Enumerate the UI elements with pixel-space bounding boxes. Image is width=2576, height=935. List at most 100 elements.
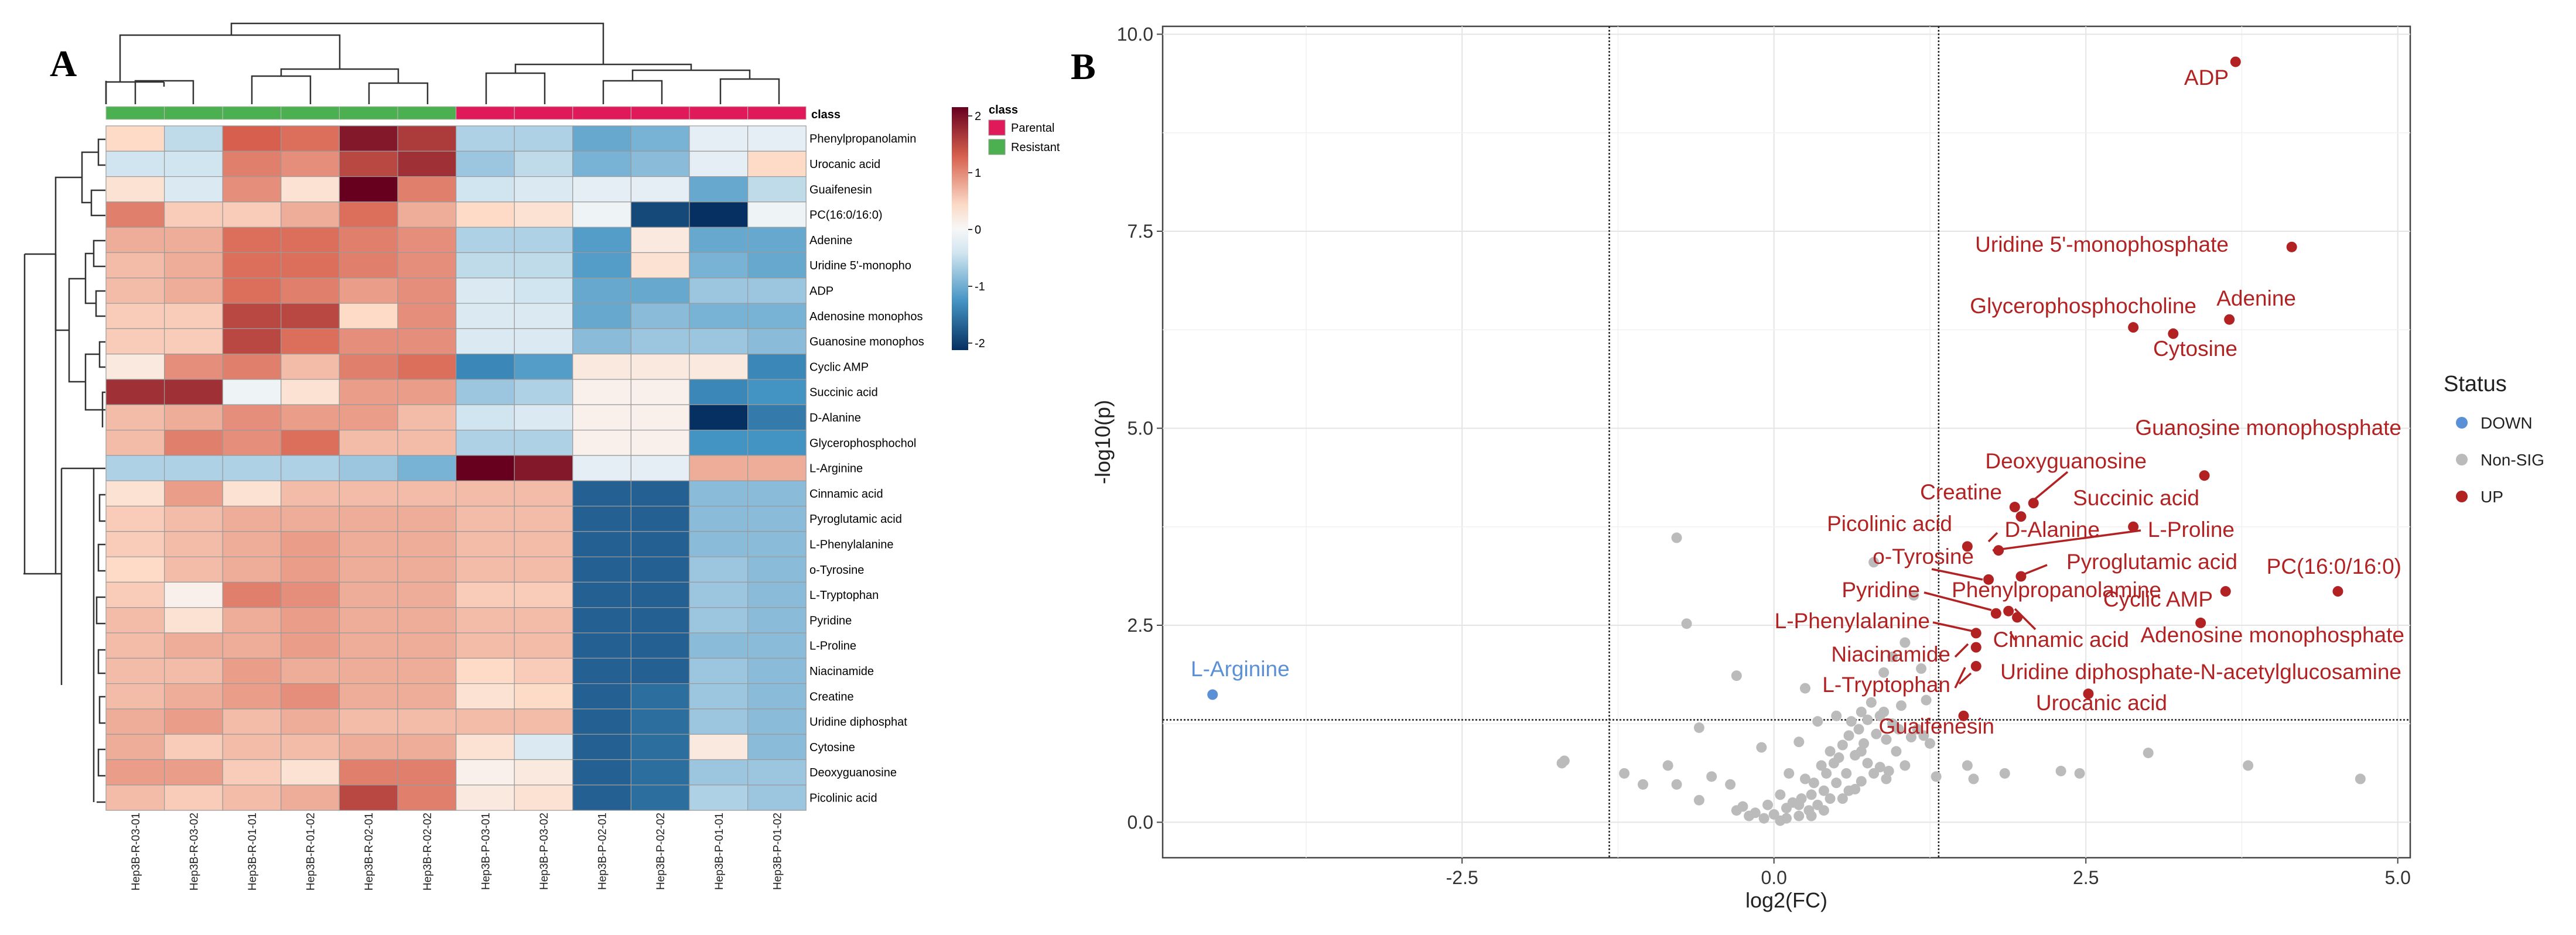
heatmap-cell [105, 354, 165, 380]
point-non-sig [1737, 801, 1748, 812]
leader-cinnamic-acid [2009, 632, 2016, 641]
point-non-sig [1924, 738, 1935, 749]
heatmap-cell [339, 379, 398, 405]
heatmap-cell [281, 480, 340, 507]
label-l-phenylalanine: L-Phenylalanine [1775, 609, 1930, 633]
point-uridine-5-monophosphate [2286, 241, 2297, 252]
y-tick-label: 10.0 [1117, 23, 1153, 44]
row-label-adp: ADP [809, 285, 833, 297]
heatmap-cell [397, 201, 457, 228]
heatmap-cell [514, 657, 573, 684]
heatmap-cell [514, 201, 573, 228]
heatmap-cell [689, 278, 749, 304]
heatmap-cell [105, 379, 165, 405]
point-non-sig [1874, 762, 1885, 773]
point-non-sig [1908, 590, 1919, 601]
label-l-arginine: L-Arginine [1191, 657, 1290, 681]
heatmap-cell [397, 531, 457, 557]
point-non-sig [1866, 697, 1877, 708]
point-non-sig [1693, 794, 1704, 806]
point-glycerophosphocholine [2128, 322, 2139, 333]
heatmap-cell [397, 328, 457, 355]
heatmap-cell [222, 785, 282, 811]
heatmap-cell [105, 227, 165, 254]
heatmap-cell [164, 607, 223, 633]
label-phenylpropanolamine: Phenylpropanolamine [1952, 578, 2161, 602]
column-label-hep3b-p-02-01: Hep3B-P-02-01 [597, 813, 609, 890]
heatmap-cell [397, 708, 457, 735]
heatmap-cell [747, 505, 807, 532]
heatmap-cell [105, 176, 165, 203]
heatmap-cell [397, 429, 457, 456]
heatmap-cell [105, 150, 165, 177]
point-non-sig [2055, 765, 2066, 776]
point-non-sig [1756, 742, 1767, 753]
heatmap-cell [105, 556, 165, 583]
label-uridine-diphosphate-n-acetylglucosamine: Uridine diphosphate-N-acetylglucosamine [2000, 660, 2401, 684]
legend-label-non-sig: Non-SIG [2481, 451, 2544, 469]
heatmap-cell [747, 379, 807, 405]
heatmap-cell [105, 480, 165, 507]
point-guanosine-monophosphate [2199, 470, 2210, 481]
leader-l-proline [1992, 529, 2141, 552]
label-cinnamic-acid: Cinnamic acid [1993, 628, 2129, 652]
heatmap-cell [339, 150, 398, 177]
point-non-sig [1862, 714, 1873, 725]
heatmap-column-labels: Hep3B-R-03-01 Hep3B-R-03-02 Hep3B-R-01-01 H… [130, 813, 784, 891]
heatmap-cell [105, 201, 165, 228]
heatmap-cell [105, 303, 165, 329]
heatmap-cell [455, 252, 515, 279]
row-label-cinnamic-acid: Cinnamic acid [809, 488, 883, 501]
heatmap-cell [397, 607, 457, 633]
heatmap-cell [164, 201, 223, 228]
point-non-sig [1825, 746, 1836, 757]
heatmap-cell [397, 581, 457, 608]
heatmap-cell [105, 607, 165, 633]
heatmap-cell [572, 708, 631, 735]
heatmap-cell [222, 354, 282, 380]
heatmap-cell [514, 328, 573, 355]
heatmap-cell [105, 759, 165, 786]
heatmap-cell [689, 328, 749, 355]
class-bar-cell-9 [572, 106, 631, 120]
point-non-sig [1775, 789, 1786, 800]
heatmap-cell [630, 303, 690, 329]
label-adenine: Adenine [2216, 286, 2296, 310]
heatmap-cell [630, 480, 690, 507]
heatmap-cell [572, 227, 631, 254]
heatmap-cell [339, 632, 398, 659]
row-label-l-arginine: L-Arginine [809, 463, 863, 475]
heatmap-cell [281, 278, 340, 304]
heatmap-cell [164, 505, 223, 532]
point-non-sig [1831, 710, 1842, 721]
heatmap-cell [164, 708, 223, 735]
heatmap-cell [105, 708, 165, 735]
heatmap-cell [281, 150, 340, 177]
heatmap-cell [164, 354, 223, 380]
heatmap-cell [689, 252, 749, 279]
heatmap-cell [339, 278, 398, 304]
leader-pyridine [1924, 591, 1992, 611]
heatmap-cell [630, 657, 690, 684]
point-non-sig [1850, 783, 1861, 794]
heatmap-cell [281, 429, 340, 456]
heatmap-cell [397, 785, 457, 811]
leader-pyroglutamic-acid [2017, 564, 2048, 578]
row-label-cyclic-amp: Cyclic AMP [809, 361, 869, 374]
status-legend-title: Status [2444, 372, 2507, 396]
heatmap-cell [572, 278, 631, 304]
heatmap-cell [339, 785, 398, 811]
leader-phenylpropanolamine [2014, 608, 2037, 631]
heatmap-cell [339, 657, 398, 684]
heatmap-cell [455, 227, 515, 254]
heatmap-cell [222, 581, 282, 608]
heatmap-cell [572, 581, 631, 608]
heatmap-cell [689, 379, 749, 405]
point-non-sig [1831, 778, 1842, 789]
heatmap-cell [339, 683, 398, 710]
point-non-sig [2355, 773, 2366, 785]
point-pc-16-0-16-0 [2332, 586, 2343, 597]
heatmap-cell [514, 632, 573, 659]
point-non-sig [1916, 663, 1927, 674]
point-non-sig [1841, 768, 1852, 779]
